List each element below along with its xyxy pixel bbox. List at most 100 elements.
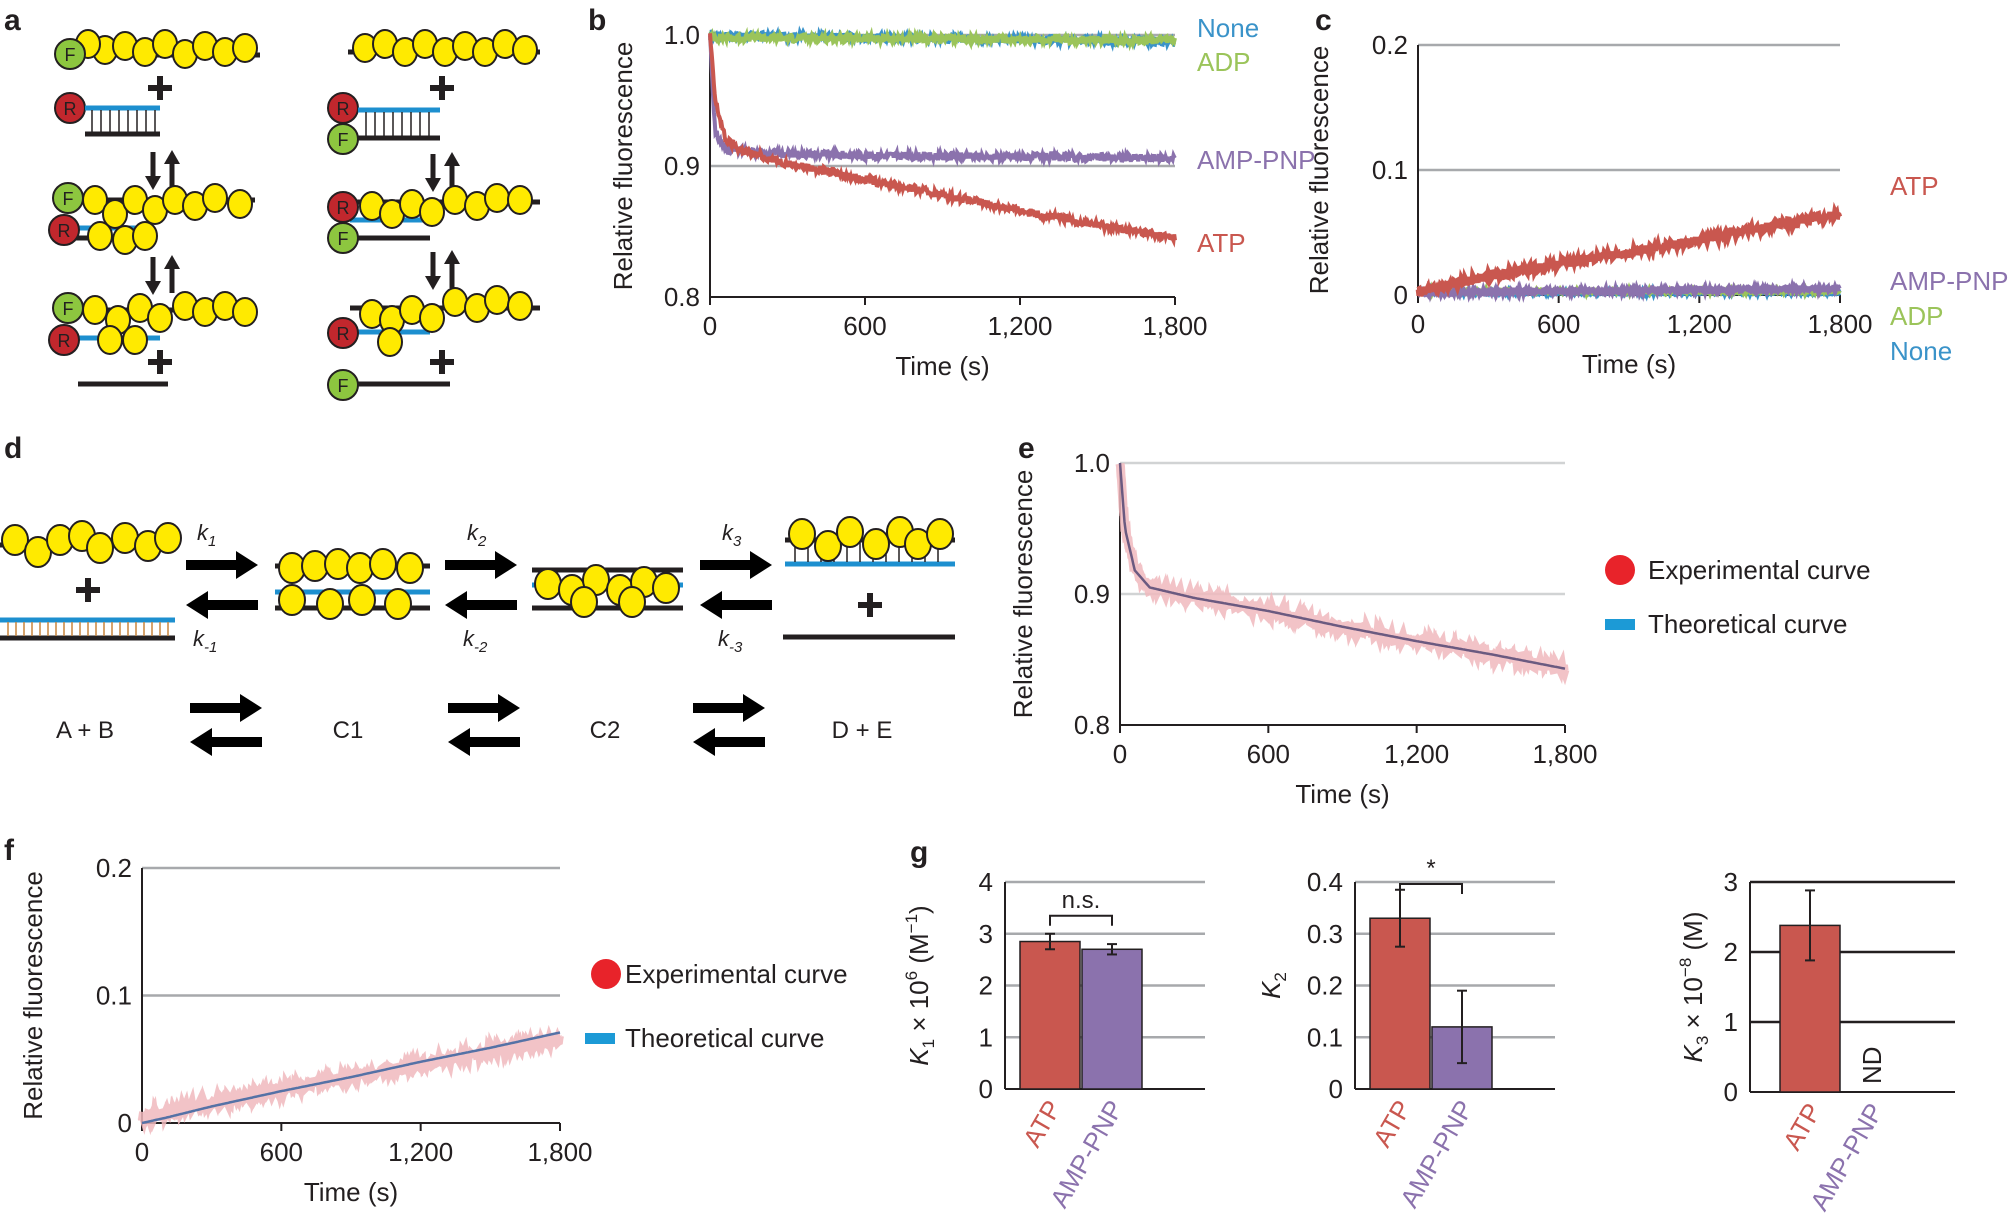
quencher-label: R — [64, 99, 77, 119]
x-tick-label: 600 — [843, 311, 886, 341]
y-tick-label: 4 — [979, 867, 993, 897]
state-c2-graphic — [532, 564, 683, 618]
significance-label: * — [1426, 855, 1435, 882]
svg-text:R: R — [337, 324, 350, 344]
y-tick-label: 0.2 — [96, 853, 132, 883]
y-tick-label: 0.4 — [1307, 867, 1343, 897]
y-tick-label: 0.1 — [96, 981, 132, 1011]
chart-b: 0.8 0.9 1.0 0 600 1,200 1,800 Time (s) Relative … — [608, 13, 1315, 381]
x-tick-label: 600 — [260, 1137, 303, 1167]
complex-left-bottom: F R — [48, 291, 258, 356]
legend-label-amp-pnp: AMP-PNP — [1890, 266, 2008, 296]
y-axis-label: Relative fluorescence — [608, 42, 638, 291]
x-tick-label: 0 — [703, 311, 717, 341]
fluorophore-label: F — [65, 45, 76, 65]
state-label-d-e: D + E — [832, 717, 893, 744]
panel-label-g: g — [910, 836, 928, 869]
chart-e: 0.8 0.9 1.0 0 600 1,200 1,800 Time (s) Relative … — [1008, 448, 1871, 809]
series-line-adp — [708, 26, 1177, 52]
series-line-theoretical — [1118, 462, 1566, 670]
y-tick-label: 0.2 — [1372, 30, 1408, 60]
series-line-amp-pnp — [708, 35, 1177, 168]
x-tick-label: 1,800 — [527, 1137, 592, 1167]
chart-c: 0 0.1 0.2 0 600 1,200 1,800 Time (s) Relative fl… — [1304, 30, 2008, 379]
x-tick-label: 1,800 — [1142, 311, 1207, 341]
y-axis-label: K3 × 10−8 (M) — [1676, 912, 1712, 1063]
chart-f: 0 0.1 0.2 0 600 1,200 1,800 Time (s) Relative fl… — [18, 853, 848, 1207]
legend-label-experimental: Experimental curve — [1648, 555, 1871, 585]
y-tick-label: 0.9 — [1074, 579, 1110, 609]
y-axis-label: K1 × 106 (M−1) — [902, 905, 938, 1065]
svg-text:R: R — [58, 331, 71, 351]
y-axis-label: Relative fluorescence — [18, 871, 48, 1120]
y-axis-label: Relative fluorescence — [1008, 470, 1038, 719]
x-axis-label: Time (s) — [1295, 779, 1389, 809]
y-tick-label: 3 — [1724, 867, 1738, 897]
y-tick-label: 0 — [979, 1074, 993, 1104]
legend-label-atp: ATP — [1890, 171, 1939, 201]
legend-marker-experimental — [591, 959, 621, 989]
rate-k-3-label: k-3 — [718, 626, 743, 656]
svg-text:F: F — [338, 229, 349, 249]
category-label-atp: ATP — [1367, 1095, 1417, 1152]
y-tick-label: 0.8 — [1074, 710, 1110, 740]
complex-right-middle: R F — [327, 183, 540, 254]
svg-text:F: F — [63, 299, 74, 319]
series-line-experimental — [137, 1024, 564, 1136]
svg-text:R: R — [337, 99, 350, 119]
legend-label-experimental: Experimental curve — [625, 959, 848, 989]
y-tick-label: 1.0 — [1074, 448, 1110, 478]
y-tick-label: 0 — [1394, 280, 1408, 310]
panel-label-e: e — [1018, 432, 1035, 465]
y-tick-label: 0.8 — [664, 282, 700, 312]
x-tick-label: 600 — [1537, 309, 1580, 339]
panel-d-scheme: k1 k-1 k2 k-2 k3 k-3 A — [0, 516, 955, 756]
state-label-c1: C1 — [333, 717, 364, 744]
rate-k-2-label: k-2 — [463, 626, 488, 656]
x-tick-label: 0 — [135, 1137, 149, 1167]
rate-k3-label: k3 — [722, 520, 742, 550]
svg-text:R: R — [337, 198, 350, 218]
bar-atp — [1019, 940, 1081, 1090]
y-tick-label: 0.2 — [1307, 971, 1343, 1001]
y-tick-label: 0.9 — [664, 151, 700, 181]
y-tick-label: 1 — [1724, 1007, 1738, 1037]
y-tick-label: 2 — [1724, 937, 1738, 967]
series-line-theoretical — [141, 1031, 561, 1125]
category-label-atp: ATP — [1017, 1095, 1067, 1152]
series-line-atp — [1415, 201, 1843, 299]
state-label-a-b: A + B — [56, 717, 114, 744]
x-axis-label: Time (s) — [304, 1177, 398, 1207]
missing-value-label: ND — [1857, 1046, 1887, 1084]
panel-label-d: d — [4, 432, 22, 465]
duplex-dna-right: R F — [327, 92, 440, 155]
y-tick-label: 0 — [118, 1108, 132, 1138]
y-tick-label: 3 — [979, 919, 993, 949]
complex-left-middle: F R — [48, 182, 255, 255]
rate-k1-label: k1 — [197, 520, 216, 550]
state-label-c2: C2 — [590, 717, 621, 744]
y-tick-label: 2 — [979, 971, 993, 1001]
legend-label-theoretical: Theoretical curve — [625, 1023, 824, 1053]
complex-right-bottom: R — [327, 285, 540, 357]
legend-label-none: None — [1890, 336, 1952, 366]
panel-label-b: b — [588, 4, 606, 37]
y-tick-label: 0 — [1724, 1077, 1738, 1107]
x-tick-label: 1,800 — [1807, 309, 1872, 339]
released-strand-right: F — [327, 369, 450, 401]
svg-text:F: F — [63, 189, 74, 209]
svg-text:F: F — [338, 376, 349, 396]
duplex-dna-left: R — [54, 92, 160, 137]
rate-k-1-label: k-1 — [193, 626, 217, 656]
x-tick-label: 1,200 — [987, 311, 1052, 341]
legend-marker-theoretical — [585, 1033, 615, 1044]
x-tick-label: 600 — [1247, 739, 1290, 769]
legend-label-adp: ADP — [1890, 301, 1943, 331]
panel-a-schematic: F R F R F R — [48, 29, 540, 401]
filament-top-right — [348, 29, 540, 67]
legend-label-amp-pnp: AMP-PNP — [1197, 145, 1315, 175]
